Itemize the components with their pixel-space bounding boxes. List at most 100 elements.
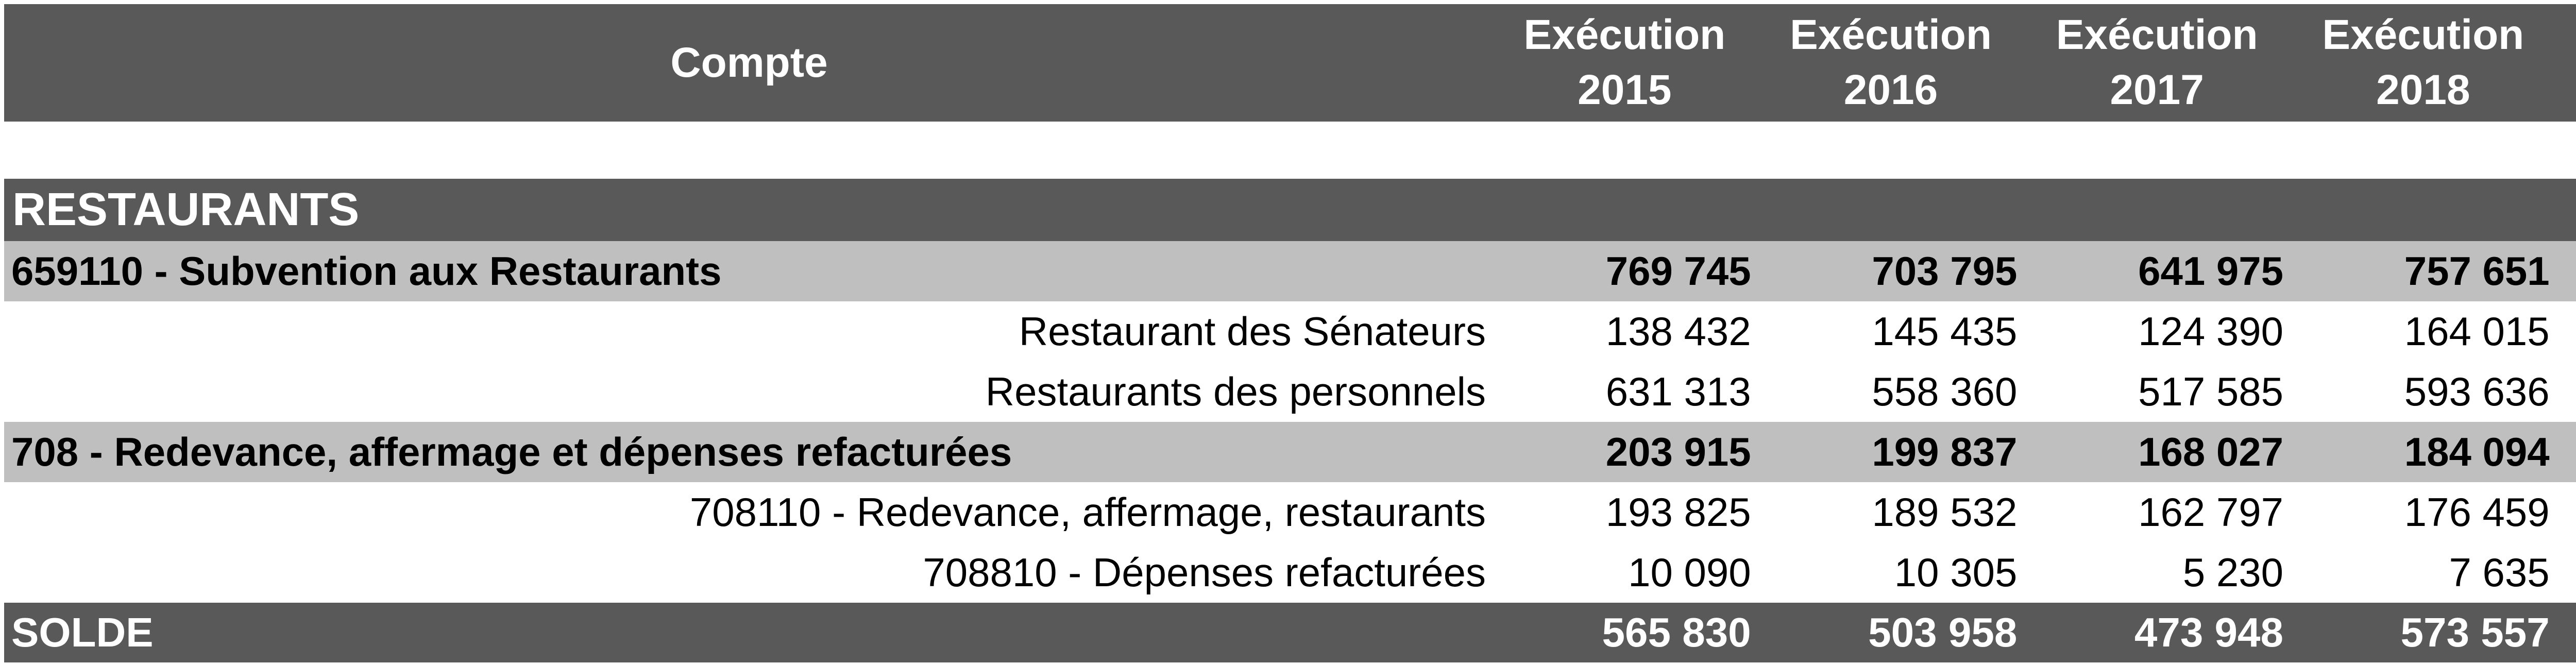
value-cell-2016: 145 435 — [1760, 301, 2027, 362]
row-label-cell: Restaurant des Sénateurs — [4, 301, 1494, 362]
value-cell-2015: 565 830 — [1494, 603, 1760, 662]
row-label-cell: SOLDE — [4, 603, 1494, 662]
value: 193 825 — [1605, 489, 1751, 535]
table-row-659110: 659110 - Subvention aux Restaurants 769 … — [4, 241, 2576, 301]
compte-column-header: Compte — [4, 4, 1494, 122]
value: 203 915 — [1605, 429, 1751, 474]
budget-table: Compte Exécution 2015 Exécution 2016 Exé… — [4, 4, 2576, 662]
column-header-2018: Exécution 2018 — [2293, 4, 2559, 122]
value: 7 635 — [2449, 550, 2550, 595]
value-cell-2019: 190 438 — [2559, 482, 2576, 542]
value: 162 797 — [2138, 489, 2284, 535]
column-header-year: 2015 — [1578, 66, 1672, 113]
section-title-cell: RESTAURANTS — [4, 179, 2576, 241]
column-header-title: Exécution — [2322, 11, 2524, 59]
value-cell-2015: 203 915 — [1494, 422, 1760, 482]
value-cell-2018: 757 651 — [2293, 241, 2559, 301]
row-label: 659110 - Subvention aux Restaurants — [11, 248, 722, 294]
value-cell-2017: 641 975 — [2026, 241, 2293, 301]
value-cell-2016: 703 795 — [1760, 241, 2027, 301]
value: 138 432 — [1605, 309, 1751, 354]
value: 10 305 — [1894, 550, 2018, 595]
value: 631 313 — [1605, 369, 1751, 414]
value: 573 557 — [2400, 609, 2550, 655]
value: 189 532 — [1872, 489, 2018, 535]
row-label-cell: 708810 - Dépenses refacturées — [4, 542, 1494, 603]
value-cell-2019: 148 475 — [2559, 301, 2576, 362]
table-row-708110: 708110 - Redevance, affermage, restauran… — [4, 482, 2576, 542]
column-header-2019: Exécution 2019 — [2559, 4, 2576, 122]
value-cell-2018: 176 459 — [2293, 482, 2559, 542]
column-header-title: Exécution — [2056, 11, 2258, 59]
value-cell-2017: 473 948 — [2026, 603, 2293, 662]
row-label-cell: 708110 - Redevance, affermage, restauran… — [4, 482, 1494, 542]
value: 145 435 — [1872, 309, 2018, 354]
value: 10 090 — [1628, 550, 1751, 595]
value-cell-2015: 138 432 — [1494, 301, 1760, 362]
column-header-year: 2016 — [1843, 66, 1938, 113]
value: 176 459 — [2404, 489, 2550, 535]
row-label: Restaurant des Sénateurs — [1019, 309, 1486, 354]
value: 593 636 — [2404, 369, 2550, 414]
value: 517 585 — [2138, 369, 2284, 414]
value: 769 745 — [1605, 248, 1751, 294]
table-row-solde: SOLDE 565 830 503 958 473 948 573 557 66… — [4, 603, 2576, 662]
value: 757 651 — [2404, 248, 2550, 294]
header-row: Compte Exécution 2015 Exécution 2016 Exé… — [4, 4, 2576, 122]
value-cell-2017: 124 390 — [2026, 301, 2293, 362]
value-cell-2018: 184 094 — [2293, 422, 2559, 482]
value-cell-2019: 873 136 — [2559, 241, 2576, 301]
value-cell-2017: 517 585 — [2026, 362, 2293, 422]
compte-header-label: Compte — [670, 39, 828, 86]
table-row-restaurant-senateurs: Restaurant des Sénateurs 138 432 145 435… — [4, 301, 2576, 362]
value-cell-2016: 503 958 — [1760, 603, 2027, 662]
value: 565 830 — [1602, 609, 1751, 655]
value-cell-2017: 5 230 — [2026, 542, 2293, 603]
value: 5 230 — [2182, 550, 2284, 595]
value-cell-2018: 593 636 — [2293, 362, 2559, 422]
value: 184 094 — [2404, 429, 2550, 474]
section-title: RESTAURANTS — [12, 184, 360, 235]
value: 164 015 — [2404, 309, 2550, 354]
value-cell-2015: 631 313 — [1494, 362, 1760, 422]
value-cell-2016: 189 532 — [1760, 482, 2027, 542]
value-cell-2015: 769 745 — [1494, 241, 1760, 301]
solde-label: SOLDE — [11, 609, 154, 655]
value-cell-2018: 573 557 — [2293, 603, 2559, 662]
row-label: 708810 - Dépenses refacturées — [923, 550, 1486, 595]
value: 503 958 — [1868, 609, 2018, 655]
value-cell-2015: 193 825 — [1494, 482, 1760, 542]
column-header-year: 2017 — [2110, 66, 2204, 113]
row-label: Restaurants des personnels — [985, 369, 1486, 414]
header-spacer — [4, 122, 2576, 179]
value-cell-2019: 669 064 — [2559, 603, 2576, 662]
column-header-2015: Exécution 2015 — [1494, 4, 1760, 122]
value-cell-2016: 199 837 — [1760, 422, 2027, 482]
value-cell-2017: 162 797 — [2026, 482, 2293, 542]
value-cell-2018: 164 015 — [2293, 301, 2559, 362]
value-cell-2019: 204 073 — [2559, 422, 2576, 482]
table-row-708810: 708810 - Dépenses refacturées 10 090 10 … — [4, 542, 2576, 603]
column-header-2016: Exécution 2016 — [1760, 4, 2027, 122]
column-header-year: 2018 — [2376, 66, 2470, 113]
column-header-2017: Exécution 2017 — [2026, 4, 2293, 122]
table-row-restaurants-personnels: Restaurants des personnels 631 313 558 3… — [4, 362, 2576, 422]
section-row-restaurants: RESTAURANTS — [4, 179, 2576, 241]
row-label-cell: 708 - Redevance, affermage et dépenses r… — [4, 422, 1494, 482]
value-cell-2019: 724 661 — [2559, 362, 2576, 422]
row-label-cell: Restaurants des personnels — [4, 362, 1494, 422]
value: 641 975 — [2138, 248, 2284, 294]
value: 558 360 — [1872, 369, 2018, 414]
row-label-cell: 659110 - Subvention aux Restaurants — [4, 241, 1494, 301]
value-cell-2015: 10 090 — [1494, 542, 1760, 603]
value: 703 795 — [1872, 248, 2018, 294]
value: 124 390 — [2138, 309, 2284, 354]
value-cell-2016: 558 360 — [1760, 362, 2027, 422]
value-cell-2019: 13 635 — [2559, 542, 2576, 603]
column-header-title: Exécution — [1790, 11, 1992, 59]
value: 199 837 — [1872, 429, 2018, 474]
row-label: 708110 - Redevance, affermage, restauran… — [689, 489, 1486, 535]
value-cell-2017: 168 027 — [2026, 422, 2293, 482]
value-cell-2016: 10 305 — [1760, 542, 2027, 603]
row-label: 708 - Redevance, affermage et dépenses r… — [11, 429, 1012, 474]
